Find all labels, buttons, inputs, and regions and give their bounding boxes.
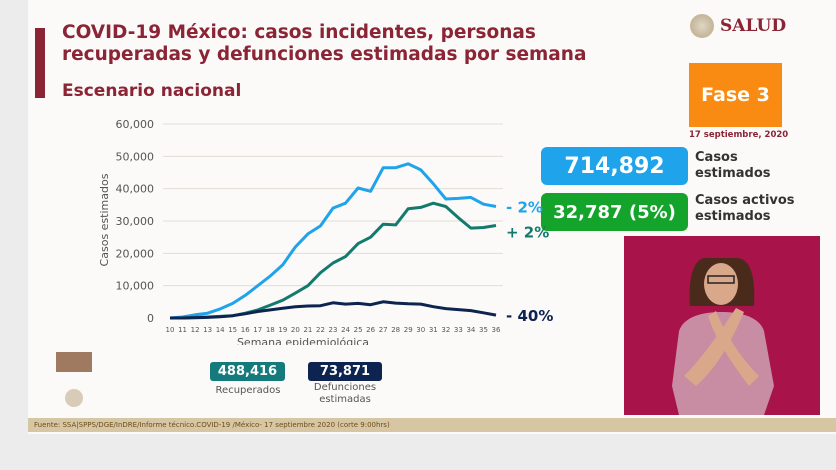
- x-tick-label: 30: [416, 326, 425, 334]
- recovered-label: Recuperados: [215, 385, 281, 396]
- y-tick-label: 30,000: [116, 215, 155, 228]
- series-end-label: + 2%: [506, 224, 549, 242]
- page-subtitle: Escenario nacional: [62, 81, 242, 101]
- slide: COVID-19 México: casos incidentes, perso…: [28, 0, 836, 434]
- x-tick-label: 35: [479, 326, 488, 334]
- seal-icon: [690, 14, 714, 38]
- x-tick-label: 11: [178, 326, 187, 334]
- x-tick-label: 22: [316, 326, 325, 334]
- y-tick-label: 20,000: [116, 247, 155, 260]
- x-tick-label: 33: [454, 326, 463, 334]
- series-end-label: - 2%: [506, 198, 543, 216]
- x-tick-label: 16: [241, 326, 250, 334]
- active-cases-value: 32,787 (5%): [541, 193, 688, 231]
- accent-bar: [35, 28, 45, 98]
- x-tick-label: 25: [354, 326, 363, 334]
- series-line: [170, 300, 497, 320]
- x-tick-label: 15: [228, 326, 237, 334]
- y-axis-label: Casos estimados: [98, 173, 111, 266]
- x-tick-label: 17: [253, 326, 262, 334]
- page-title: COVID-19 México: casos incidentes, perso…: [62, 22, 587, 65]
- x-tick-label: 26: [366, 326, 375, 334]
- series-end-label: - 40%: [506, 307, 553, 325]
- source-footer: Fuente: SSA|SPPS/DGE/InDRE/Informe técni…: [28, 418, 836, 432]
- x-tick-label: 10: [166, 326, 175, 334]
- x-tick-label: 29: [404, 326, 413, 334]
- x-tick-label: 34: [466, 326, 475, 334]
- brand-name: SALUD: [720, 15, 787, 36]
- estimated-cases-value: 714,892: [541, 147, 688, 185]
- x-axis-label: Semana epidemiológica: [237, 336, 369, 345]
- estimated-cases-label: Casos estimados: [695, 150, 771, 181]
- x-tick-label: 18: [266, 326, 275, 334]
- x-tick-label: 13: [203, 326, 212, 334]
- x-tick-label: 36: [492, 326, 501, 334]
- series-line: [169, 162, 497, 320]
- y-tick-label: 0: [147, 312, 154, 325]
- y-tick-label: 50,000: [116, 150, 155, 163]
- sign-language-interpreter-video: [624, 236, 820, 415]
- x-tick-label: 23: [329, 326, 338, 334]
- x-tick-label: 32: [441, 326, 450, 334]
- x-tick-label: 21: [303, 326, 312, 334]
- active-cases-label: Casos activos estimados: [695, 193, 795, 224]
- y-tick-label: 60,000: [116, 118, 155, 131]
- recovered-total: 488,416: [210, 362, 285, 381]
- x-tick-label: 24: [341, 326, 350, 334]
- culture-logo: [56, 352, 92, 407]
- series-line: [170, 201, 497, 320]
- salud-logo: SALUD: [690, 14, 786, 38]
- x-tick-label: 27: [379, 326, 388, 334]
- phase-badge: Fase 3: [689, 63, 782, 127]
- x-tick-label: 14: [216, 326, 225, 334]
- x-tick-label: 20: [291, 326, 300, 334]
- y-tick-label: 10,000: [116, 280, 155, 293]
- x-tick-label: 28: [391, 326, 400, 334]
- x-tick-label: 31: [429, 326, 438, 334]
- deaths-total: 73,871: [308, 362, 382, 381]
- y-tick-label: 40,000: [116, 183, 155, 196]
- x-tick-label: 12: [191, 326, 200, 334]
- x-tick-label: 19: [278, 326, 287, 334]
- deaths-label: Defunciones estimadas: [313, 382, 377, 405]
- report-date: 17 septiembre, 2020: [689, 130, 789, 140]
